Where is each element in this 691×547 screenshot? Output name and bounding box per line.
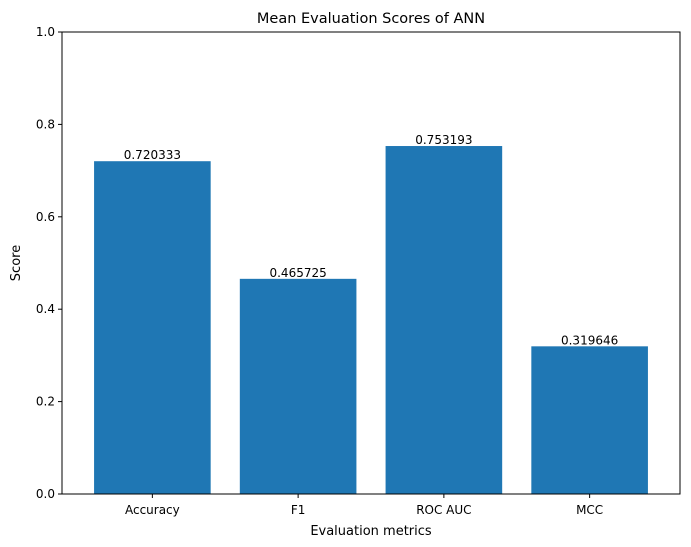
bar-f1 <box>239 278 357 494</box>
y-tick-label: 0.8 <box>36 117 55 131</box>
data-labels-group: 0.720333 0.465725 0.753193 0.319646 <box>124 133 619 347</box>
y-tick-label: 1.0 <box>36 25 55 39</box>
data-label: 0.753193 <box>415 133 472 147</box>
y-axis: 0.0 0.2 0.4 0.6 0.8 1.0 <box>36 25 62 501</box>
bar-mcc <box>531 346 648 494</box>
bar-roc-auc <box>385 146 503 494</box>
x-tick-label: F1 <box>291 503 306 517</box>
x-tick-label: ROC AUC <box>416 503 471 517</box>
bars-group <box>94 146 648 494</box>
y-axis-label: Score <box>9 245 24 281</box>
x-tick-label: Accuracy <box>125 503 180 517</box>
y-tick-label: 0.0 <box>36 487 55 501</box>
plot-frame <box>61 31 681 495</box>
x-axis-label: Evaluation metrics <box>310 524 432 539</box>
data-label: 0.465725 <box>269 266 326 280</box>
y-tick-label: 0.2 <box>36 395 55 409</box>
y-tick-label: 0.4 <box>36 302 55 316</box>
y-tick-label: 0.6 <box>36 210 55 224</box>
chart-title: Mean Evaluation Scores of ANN <box>257 11 485 27</box>
data-label: 0.319646 <box>561 333 618 347</box>
x-axis: Accuracy F1 ROC AUC MCC <box>125 494 603 517</box>
x-tick-label: MCC <box>576 503 603 517</box>
data-label: 0.720333 <box>124 148 181 162</box>
bar-accuracy <box>94 161 211 494</box>
